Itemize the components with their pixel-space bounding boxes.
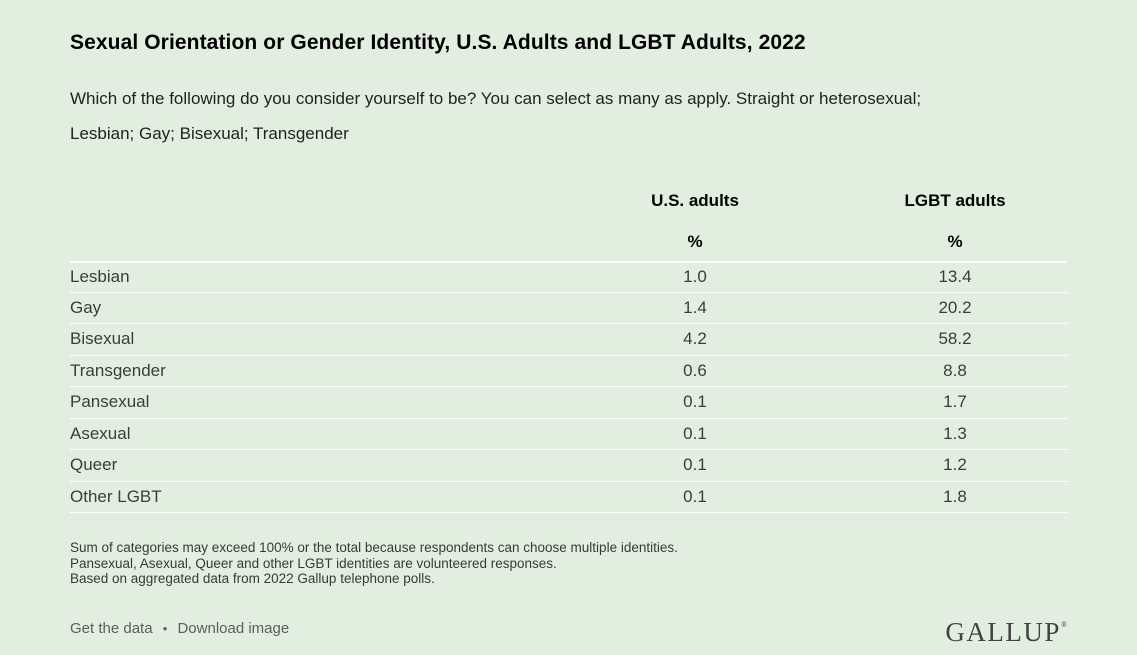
lgbt-adults-value: 58.2 <box>938 329 972 349</box>
data-table: U.S. adults LGBT adults % % Lesbian 1.0 … <box>70 191 1067 513</box>
footnotes: Sum of categories may exceed 100% or the… <box>70 540 1067 587</box>
page-title: Sexual Orientation or Gender Identity, U… <box>70 31 806 54</box>
download-image-link[interactable]: Download image <box>177 619 290 637</box>
us-adults-value: 0.6 <box>683 360 707 380</box>
row-label: Queer <box>70 455 118 475</box>
table-body: Lesbian 1.0 13.4 Gay 1.4 20.2 Bisexual 4… <box>70 261 1067 513</box>
table-row: Gay 1.4 20.2 <box>70 293 1067 324</box>
survey-question: Which of the following do you consider y… <box>70 89 922 143</box>
column-header-us-adults: U.S. adults <box>651 191 739 210</box>
row-label: Bisexual <box>70 329 135 349</box>
us-adults-value: 1.0 <box>683 267 707 287</box>
table-row: Bisexual 4.2 58.2 <box>70 324 1067 356</box>
lgbt-adults-value: 20.2 <box>938 297 972 317</box>
footer-bar: Get the data • Download image GALLUP® <box>70 610 1067 647</box>
us-adults-value: 0.1 <box>683 392 707 412</box>
trademark-symbol: ® <box>1060 619 1067 629</box>
row-label: Gay <box>70 297 102 317</box>
footnote-line: Sum of categories may exceed 100% or the… <box>70 540 678 555</box>
row-label: Transgender <box>70 360 166 380</box>
table-row: Queer 0.1 1.2 <box>70 450 1067 482</box>
row-label: Pansexual <box>70 392 150 412</box>
us-adults-value: 0.1 <box>683 455 707 475</box>
table-unit-row: % % <box>70 232 1067 252</box>
row-label: Other LGBT <box>70 486 162 506</box>
footer-links: Get the data • Download image <box>70 620 289 637</box>
gallup-logo: GALLUP® <box>945 610 1067 647</box>
row-label: Lesbian <box>70 267 130 287</box>
table-row: Transgender 0.6 8.8 <box>70 356 1067 387</box>
table-row: Asexual 0.1 1.3 <box>70 419 1067 450</box>
table-header-row: U.S. adults LGBT adults <box>70 191 1067 211</box>
us-adults-value: 0.1 <box>683 486 707 506</box>
table-row: Lesbian 1.0 13.4 <box>70 261 1067 293</box>
bullet-separator-icon: • <box>162 620 168 636</box>
footnote-line: Pansexual, Asexual, Queer and other LGBT… <box>70 555 557 571</box>
gallup-logo-text: GALLUP <box>945 616 1061 647</box>
lgbt-adults-value: 1.7 <box>943 392 967 412</box>
lgbt-adults-value: 13.4 <box>938 267 972 287</box>
column-header-lgbt-adults: LGBT adults <box>904 191 1006 210</box>
unit-lgbt-adults: % <box>947 232 963 251</box>
table-row: Other LGBT 0.1 1.8 <box>70 482 1067 513</box>
us-adults-value: 4.2 <box>683 329 707 349</box>
get-the-data-link[interactable]: Get the data <box>70 619 153 637</box>
lgbt-adults-value: 1.3 <box>943 423 967 443</box>
table-row: Pansexual 0.1 1.7 <box>70 387 1067 419</box>
lgbt-adults-value: 1.2 <box>943 455 967 475</box>
lgbt-adults-value: 1.8 <box>943 486 967 506</box>
us-adults-value: 1.4 <box>683 297 707 317</box>
lgbt-adults-value: 8.8 <box>943 360 967 380</box>
unit-us-adults: % <box>687 232 703 251</box>
footnote-line: Based on aggregated data from 2022 Gallu… <box>70 571 435 586</box>
us-adults-value: 0.1 <box>683 423 707 443</box>
row-label: Asexual <box>70 423 131 443</box>
